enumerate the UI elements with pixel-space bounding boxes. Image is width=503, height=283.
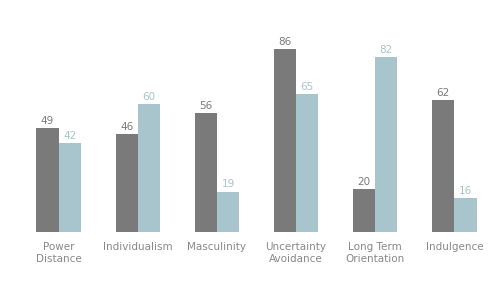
Text: 65: 65 — [301, 82, 314, 91]
Bar — [274, 49, 296, 232]
Bar — [353, 190, 375, 232]
Bar — [217, 192, 239, 232]
Text: 56: 56 — [199, 101, 212, 111]
Bar — [454, 198, 477, 232]
Text: 62: 62 — [437, 88, 450, 98]
Bar — [116, 134, 138, 232]
Text: 42: 42 — [63, 130, 76, 140]
Bar — [432, 100, 454, 232]
Text: 60: 60 — [142, 92, 155, 102]
Bar — [36, 128, 59, 232]
Bar — [296, 94, 318, 232]
Text: 49: 49 — [41, 115, 54, 126]
Bar — [138, 104, 160, 232]
Text: 86: 86 — [278, 37, 292, 47]
Text: 19: 19 — [221, 179, 235, 190]
Bar — [375, 57, 397, 232]
Text: 46: 46 — [120, 122, 133, 132]
Bar — [59, 143, 81, 232]
Text: 82: 82 — [380, 45, 393, 55]
Text: 20: 20 — [358, 177, 371, 187]
Text: 16: 16 — [459, 186, 472, 196]
Bar — [195, 113, 217, 232]
